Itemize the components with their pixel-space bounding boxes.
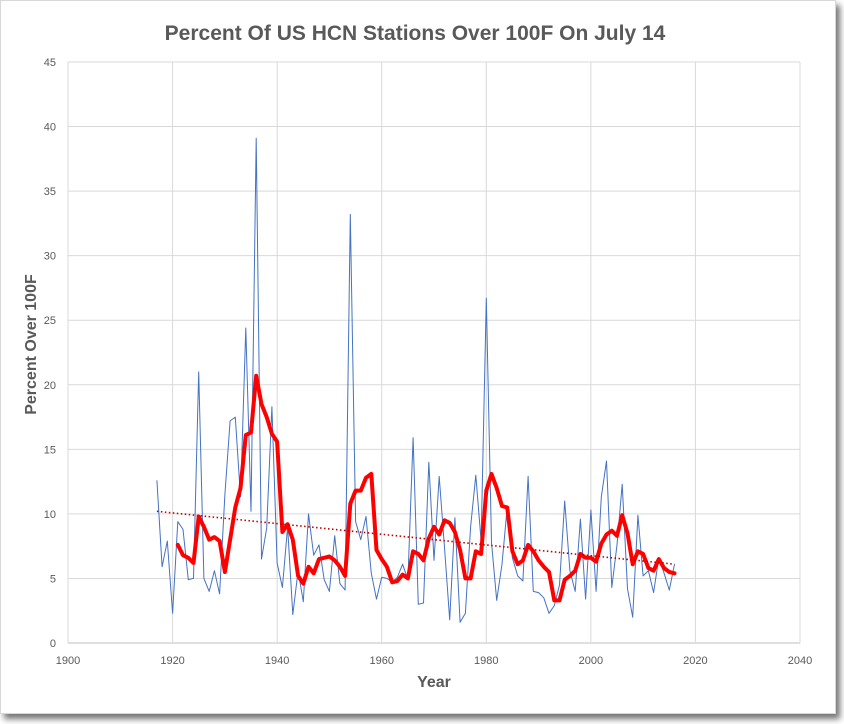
y-tick-label: 45 (44, 57, 56, 69)
x-axis-title: Year (417, 674, 451, 691)
x-tick-label: 1980 (474, 655, 498, 667)
y-tick-label: 20 (44, 380, 56, 392)
chart-title: Percent Of US HCN Stations Over 100F On … (165, 22, 666, 45)
y-tick-label: 35 (44, 186, 56, 198)
x-tick-label: 2000 (579, 655, 603, 667)
annual-series-line (156, 137, 675, 623)
x-tick-label: 2040 (788, 655, 812, 667)
x-tick-label: 1940 (265, 655, 289, 667)
y-tick-label: 10 (44, 509, 56, 521)
trend-line (156, 510, 675, 565)
y-tick-label: 40 (44, 122, 56, 134)
x-tick-label: 1900 (56, 655, 80, 667)
smoothed-series-line (175, 373, 677, 603)
y-tick-label: 0 (50, 638, 56, 650)
y-tick-label: 25 (44, 315, 56, 327)
y-tick-label: 15 (44, 444, 56, 456)
x-tick-label: 1920 (160, 655, 184, 667)
x-tick-label: 1960 (369, 655, 393, 667)
y-axis-title: Percent Over 100F (23, 274, 40, 415)
y-tick-label: 30 (44, 251, 56, 263)
y-tick-label: 5 (50, 573, 56, 585)
x-tick-label: 2020 (683, 655, 707, 667)
